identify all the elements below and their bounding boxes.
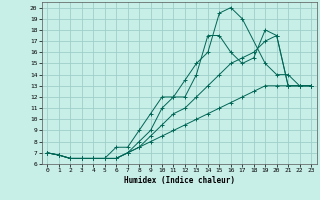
X-axis label: Humidex (Indice chaleur): Humidex (Indice chaleur) — [124, 176, 235, 185]
